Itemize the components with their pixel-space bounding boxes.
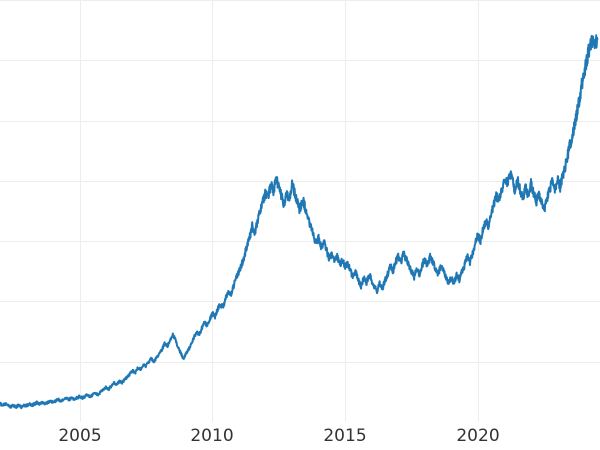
series-1-line (0, 34, 599, 410)
x-tick-label: 2020 (456, 426, 500, 446)
gridline-horizontal (0, 301, 600, 302)
gridline-horizontal (0, 121, 600, 122)
gridline-vertical (212, 0, 213, 422)
x-tick-label: 2015 (323, 426, 367, 446)
series-line-group (0, 34, 599, 410)
gridline-horizontal (0, 60, 600, 61)
gridline-horizontal (0, 241, 600, 242)
gridline-horizontal (0, 181, 600, 182)
x-tick-label: 2005 (58, 426, 102, 446)
x-axis: 2005 2010 2015 2020 (0, 422, 600, 450)
gridline-vertical (478, 0, 479, 422)
gridline-horizontal (0, 0, 600, 1)
plot-area (0, 0, 600, 422)
gridline-vertical (80, 0, 81, 422)
gridline-horizontal (0, 362, 600, 363)
x-tick-label: 2010 (190, 426, 234, 446)
gridline-vertical (345, 0, 346, 422)
